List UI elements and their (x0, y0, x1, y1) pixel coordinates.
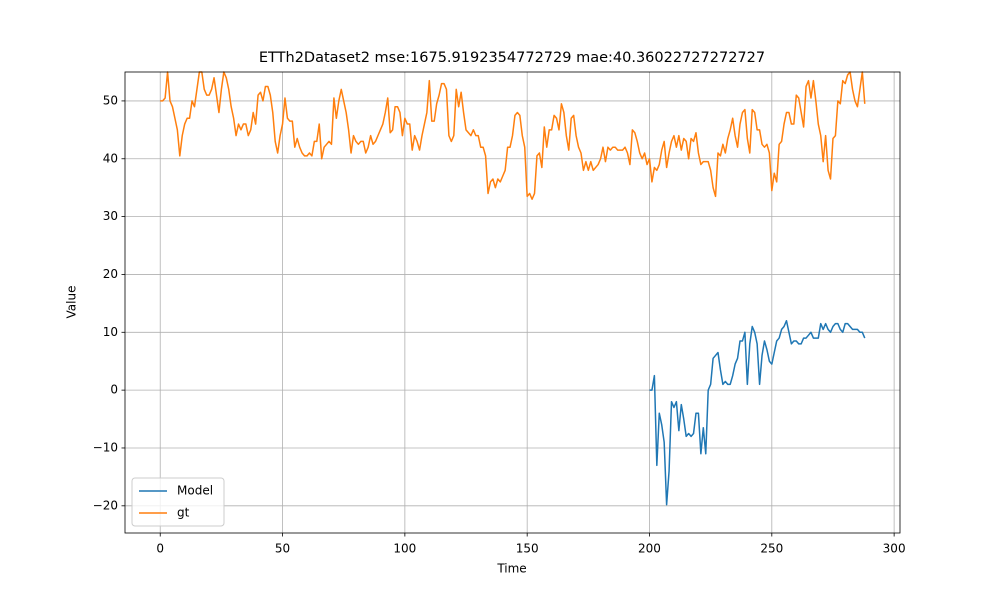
data-line (160, 71, 866, 200)
y-tick-label: −20 (93, 498, 118, 512)
y-tick-label: 20 (103, 267, 118, 281)
x-tick-label: 250 (760, 542, 783, 556)
x-tick-label: 100 (393, 542, 416, 556)
chart-title: ETTh2Dataset2 mse:1675.9192354772729 mae… (259, 50, 765, 66)
legend: Model gt (131, 477, 225, 527)
x-tick-label: 0 (156, 542, 164, 556)
legend-label: Model (177, 484, 213, 498)
x-tick-label: 300 (883, 542, 906, 556)
y-tick-label: 0 (110, 383, 118, 397)
x-tick-label: 200 (638, 542, 661, 556)
data-line (649, 319, 866, 506)
y-axis-label: Value (65, 286, 79, 319)
y-tick-label: 40 (103, 151, 118, 165)
x-axis-label: Time (496, 562, 526, 576)
plot-frame (124, 71, 901, 534)
y-tick-label: −10 (93, 440, 118, 454)
legend-box (131, 477, 225, 527)
y-tick-label: 50 (103, 93, 118, 107)
y-tick-label: 10 (103, 325, 118, 339)
y-tick-label: 30 (103, 209, 118, 223)
x-tick-label: 50 (275, 542, 290, 556)
grid (125, 72, 900, 533)
legend-label: gt (177, 506, 190, 520)
x-tick-label: 150 (516, 542, 539, 556)
